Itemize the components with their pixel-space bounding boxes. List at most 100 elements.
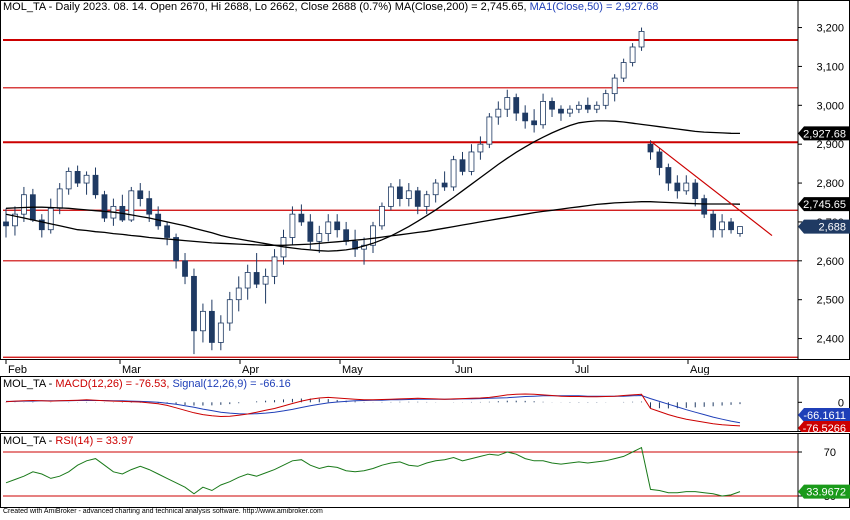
y-tick-label: 3,200 bbox=[816, 23, 844, 35]
macd-ticker: MOL_TA bbox=[3, 378, 46, 390]
candle-up bbox=[477, 143, 484, 153]
candle-up bbox=[262, 275, 269, 285]
candle-down bbox=[396, 186, 403, 200]
candle-up bbox=[629, 46, 636, 63]
candle-down bbox=[191, 275, 197, 332]
y-tick-label: 3,000 bbox=[816, 100, 844, 112]
candle-up bbox=[65, 170, 72, 190]
candle-up bbox=[244, 272, 251, 289]
close-price-tag-bg bbox=[798, 219, 850, 234]
rsi-price-tag-bg bbox=[798, 484, 850, 499]
rsi-pane: 703033.9672 MOL_TA - RSI(14) = 33.97 bbox=[0, 433, 850, 508]
footer-credit: Created with AmiBroker - advanced charti… bbox=[3, 508, 323, 515]
candle-down bbox=[665, 167, 672, 184]
macd-zero-label: 0 bbox=[838, 397, 844, 409]
candle-down bbox=[656, 151, 663, 168]
ma50-price-tag-bg bbox=[798, 126, 850, 141]
candle-up bbox=[271, 256, 278, 277]
rsi-tick-label: 70 bbox=[824, 447, 836, 459]
candle-down bbox=[584, 104, 591, 110]
macd-pane: 0 -66.1611 -76.5266 MOL_TA - MACD(12,26) =… bbox=[0, 376, 850, 435]
candle-down bbox=[298, 213, 305, 223]
candle-up bbox=[450, 159, 457, 188]
rsi-chart: 703033.9672 bbox=[0, 433, 850, 508]
candle-down bbox=[549, 101, 555, 110]
rsi-price-tag: 33.9672 bbox=[806, 487, 846, 499]
candle-down bbox=[343, 229, 350, 242]
candle-down bbox=[674, 182, 681, 192]
candle-up bbox=[12, 213, 18, 227]
candle-up bbox=[226, 299, 233, 324]
y-tick-label: 2,400 bbox=[816, 334, 844, 346]
candle-up bbox=[638, 31, 645, 48]
x-tick-label: Jun bbox=[455, 364, 473, 375]
candle-up bbox=[683, 182, 690, 192]
y-tick-label: 2,900 bbox=[816, 139, 844, 151]
macd-price-tag: -76.5266 bbox=[803, 423, 846, 432]
ticker-label: MOL_TA bbox=[3, 1, 46, 13]
candle-up bbox=[128, 190, 135, 221]
candle-down bbox=[531, 120, 538, 126]
price-header: MOL_TA - Daily 2023. 08. 14. Open 2670, … bbox=[3, 1, 658, 13]
candle-down bbox=[710, 213, 717, 231]
candle-up bbox=[737, 226, 743, 234]
rsi-label: RSI(14) = 33.97 bbox=[55, 435, 134, 447]
x-tick-label: Apr bbox=[242, 364, 259, 375]
candle-up bbox=[593, 104, 600, 110]
candle-down bbox=[146, 198, 153, 215]
candle-down bbox=[92, 174, 99, 196]
candle-down bbox=[522, 112, 529, 122]
candle-down bbox=[414, 190, 421, 207]
ma200-price-tag-bg bbox=[798, 197, 850, 212]
ohlc-summary: - Daily 2023. 08. 14. Open 2670, Hi 2688… bbox=[45, 1, 395, 13]
candle-up bbox=[602, 93, 609, 106]
candle-up bbox=[432, 182, 439, 196]
candle-up bbox=[504, 97, 511, 110]
macd-header: MOL_TA - MACD(12,26) = -76.53, Signal(12… bbox=[3, 378, 291, 390]
signal-label: Signal(12,26,9) = -66.16 bbox=[172, 378, 291, 390]
candle-down bbox=[728, 221, 734, 231]
close-price-tag: 2,688 bbox=[818, 222, 846, 234]
candle-down bbox=[558, 108, 564, 114]
macd-line bbox=[5, 393, 741, 427]
rsi-ticker: MOL_TA bbox=[3, 435, 46, 447]
candle-up bbox=[540, 101, 546, 126]
price-chart: 2,4002,5002,6002,7002,8002,9003,0003,100… bbox=[0, 0, 850, 376]
signal-price-tag-bg bbox=[798, 408, 850, 422]
candle-down bbox=[137, 190, 144, 200]
trendline bbox=[650, 140, 773, 237]
candle-up bbox=[379, 205, 385, 227]
x-tick-label: Feb bbox=[8, 364, 27, 375]
ma200-price-tag: 2,745.65 bbox=[803, 199, 846, 211]
y-tick-label: 2,800 bbox=[816, 178, 844, 190]
candle-up bbox=[325, 221, 332, 234]
candle-up bbox=[83, 174, 90, 184]
candle-up bbox=[289, 213, 296, 238]
ma200-label: MA(Close,200) = 2,745.65, bbox=[394, 1, 527, 13]
candle-up bbox=[611, 77, 618, 95]
price-frame bbox=[0, 0, 850, 360]
candle-down bbox=[208, 310, 215, 343]
candle-up bbox=[719, 221, 725, 231]
signal-price-tag: -66.1611 bbox=[803, 410, 846, 422]
candle-up bbox=[486, 116, 493, 145]
candle-up bbox=[405, 190, 412, 200]
candle-up bbox=[200, 310, 206, 332]
macd-label: MACD(12,26) = -76.53, bbox=[55, 378, 170, 390]
rsi-header: MOL_TA - RSI(14) = 33.97 bbox=[3, 435, 134, 447]
candle-down bbox=[513, 97, 520, 114]
candle-down bbox=[101, 194, 108, 219]
y-tick-label: 2,600 bbox=[816, 256, 844, 268]
candle-up bbox=[235, 287, 242, 301]
macd-price-tag-bg bbox=[798, 421, 850, 435]
candle-up bbox=[21, 194, 27, 215]
ma50-line bbox=[5, 120, 741, 252]
candle-down bbox=[3, 221, 9, 227]
price-pane: 2,4002,5002,6002,7002,8002,9003,0003,100… bbox=[0, 0, 850, 376]
candle-down bbox=[38, 219, 45, 231]
candle-up bbox=[370, 225, 376, 246]
candle-down bbox=[74, 170, 81, 184]
x-tick-label: May bbox=[342, 364, 363, 375]
candle-down bbox=[459, 159, 466, 172]
candle-down bbox=[173, 237, 179, 262]
